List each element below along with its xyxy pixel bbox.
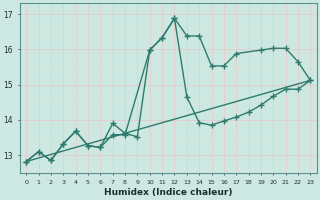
- X-axis label: Humidex (Indice chaleur): Humidex (Indice chaleur): [104, 188, 233, 197]
